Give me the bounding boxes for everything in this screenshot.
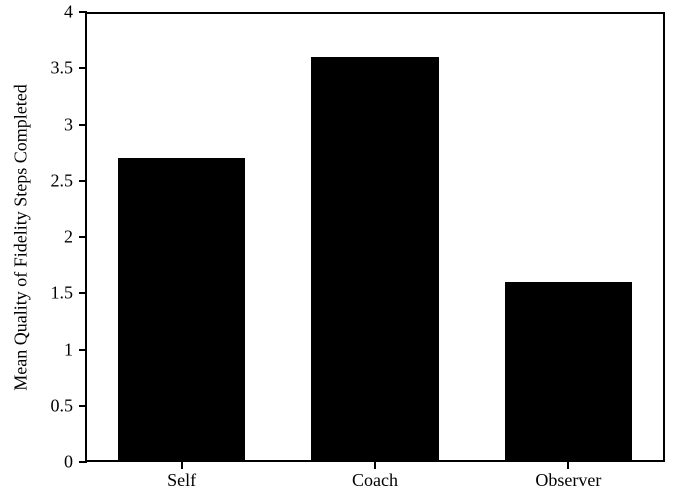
bar-coach [311,57,439,462]
y-tick [79,461,87,463]
y-tick-label: 4 [0,2,73,23]
bar-observer [505,282,633,462]
y-tick-label: 2 [0,227,73,248]
y-tick-label: 1.5 [0,283,73,304]
y-tick [79,11,87,13]
y-tick [79,67,87,69]
x-tick [567,462,569,469]
bar-chart: Mean Quality of Fidelity Steps Completed… [0,0,680,503]
bar-self [118,158,246,462]
y-tick [79,180,87,182]
y-tick [79,349,87,351]
y-tick-label: 1 [0,339,73,360]
y-tick-label: 2.5 [0,170,73,191]
y-tick [79,124,87,126]
y-tick-label: 3 [0,114,73,135]
y-tick [79,236,87,238]
x-tick-label: Coach [352,470,398,491]
x-tick-label: Self [167,470,196,491]
y-tick-label: 0.5 [0,395,73,416]
y-tick-label: 3.5 [0,58,73,79]
y-tick [79,292,87,294]
plot-area [85,12,665,462]
y-tick [79,405,87,407]
y-tick-label: 0 [0,452,73,473]
x-tick-label: Observer [535,470,601,491]
x-tick [181,462,183,469]
x-tick [374,462,376,469]
